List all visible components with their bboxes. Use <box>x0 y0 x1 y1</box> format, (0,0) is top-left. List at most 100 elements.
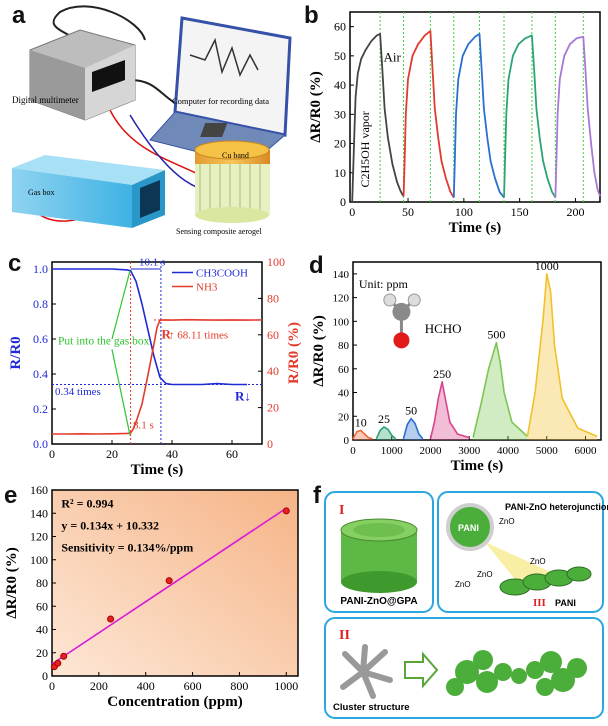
y2-axis-label: R/R0 (%) <box>286 322 302 384</box>
panel-a: a Digital multimeter <box>0 0 300 240</box>
y-tick-label: 60 <box>334 20 346 34</box>
unit-annotation: Unit: ppm <box>359 277 409 291</box>
y-axis-label: R/R0 <box>8 336 24 369</box>
x-tick-label: 100 <box>455 205 473 219</box>
x-tick-label: 0 <box>49 679 55 693</box>
cluster-label: Cluster structure <box>333 702 410 713</box>
y2-tick-label: 40 <box>267 364 279 378</box>
oxygen-atom <box>393 332 410 349</box>
y-tick-label: 0 <box>340 195 346 209</box>
panel-e: e 0 200 400 600 800 1000 0 20 40 60 80 100 120 140 160… <box>0 480 305 721</box>
data-point <box>54 659 62 667</box>
pani-sphere <box>446 503 494 551</box>
x-tick-label: 1000 <box>274 679 298 693</box>
coated-cluster <box>446 650 587 696</box>
y-axis-label: ΔR/R0 (%) <box>4 547 20 618</box>
y-tick-label: 140 <box>333 269 350 281</box>
panel-d: d 0 1000 2000 3000 4000 5000 6000 0 20 40 60 80 100 1… <box>305 250 608 485</box>
arrow-icon <box>404 651 439 689</box>
legend-label-ch3cooh: CH3COOH <box>196 268 248 280</box>
y-tick-label: 160 <box>30 483 48 497</box>
x-tick-label: 50 <box>402 205 414 219</box>
response-curve-4 <box>503 34 557 199</box>
put-arrow-up <box>111 270 131 340</box>
chart-b: 0 50 100 150 200 0 10 20 30 40 50 60 Time (s) ΔR/R0 (… <box>308 11 601 236</box>
y-tick-label: 20 <box>36 646 48 660</box>
hetero-chain <box>499 566 592 596</box>
peak-fill-250 <box>430 381 470 440</box>
y-tick-label: 60 <box>36 599 48 613</box>
hydrogen-atom <box>407 293 421 307</box>
gpa-cylinder <box>340 518 418 593</box>
time-annotation-nh3: 8.1 s <box>133 419 154 431</box>
zno-label-3: ZnO <box>530 557 546 566</box>
y-tick-label: 80 <box>36 576 48 590</box>
panel-f-letter: f <box>313 482 321 509</box>
setup-illustration: Digital multimeter Computer for recordin… <box>12 5 292 236</box>
air-annotation: Air <box>383 50 401 65</box>
panel-c: c 0 20 40 60 0.0 0.2 0.4 0.6 0.8 1.0 Time (s) R/R0 0… <box>0 250 305 485</box>
response-curve-2 <box>402 30 455 199</box>
y-tick-label: 0.6 <box>33 332 48 346</box>
x-tick-label: 400 <box>137 679 155 693</box>
y-tick-label: 0 <box>344 435 350 447</box>
x-axis-label: Time (s) <box>451 458 504 474</box>
roman-3: III <box>533 597 546 609</box>
y-axis-label: ΔR/R0 (%) <box>308 71 324 142</box>
y-tick-label: 60 <box>338 364 350 376</box>
panel-c-letter: c <box>8 250 22 277</box>
x-tick-label: 0 <box>49 447 55 461</box>
peak-label-250: 250 <box>433 367 451 381</box>
molecule-label: HCHO <box>425 321 462 336</box>
y2-tick-label: 100 <box>267 255 285 269</box>
y-tick-label: 40 <box>36 623 48 637</box>
fit-line <box>51 507 287 665</box>
y-tick-label: 0.4 <box>33 367 48 381</box>
data-point <box>107 615 115 623</box>
y-tick-label: 100 <box>333 316 350 328</box>
equation-annotation: y = 0.134x + 10.332 <box>61 519 159 533</box>
gas-box <box>12 155 165 228</box>
y2-tick-label: 80 <box>267 291 279 305</box>
x-tick-label: 3000 <box>458 445 481 457</box>
x-tick-label: 40 <box>166 447 178 461</box>
panel-a-letter: a <box>12 2 26 29</box>
panel-b-letter: b <box>304 2 319 29</box>
y-tick-label: 1.0 <box>33 262 48 276</box>
x-axis-label: Concentration (ppm) <box>107 694 242 710</box>
y-axis-label: ΔR/R0 (%) <box>311 315 327 386</box>
y-tick-label: 100 <box>30 553 48 567</box>
y-tick-label: 0.2 <box>33 402 48 416</box>
sensitivity-annotation: Sensitivity = 0.134%/ppm <box>61 541 193 555</box>
peak-curve-250 <box>429 381 470 439</box>
x-tick-label: 6000 <box>575 445 598 457</box>
y-tick-label: 10 <box>334 166 346 180</box>
ch3cooh-curve <box>52 268 247 386</box>
peak-curve-10 <box>352 429 373 440</box>
y2-tick-label: 60 <box>267 328 279 342</box>
y-tick-label: 40 <box>338 388 350 400</box>
y-tick-label: 20 <box>338 411 350 423</box>
y-tick-label: 20 <box>334 137 346 151</box>
gpa-label: PANI-ZnO@GPA <box>340 596 417 607</box>
chart-e: 0 200 400 600 800 1000 0 20 40 60 80 100 120 140 160 Co… <box>4 483 299 710</box>
x-tick-label: 600 <box>184 679 202 693</box>
carbon-atom <box>392 302 411 321</box>
x-tick-label: 0 <box>350 445 356 457</box>
gasbox-label: Gas box <box>28 188 54 197</box>
put-annotation: Put into the gas box <box>58 335 150 347</box>
aerogel-label: Sensing composite aerogel <box>176 227 263 236</box>
x-tick-label: 5000 <box>536 445 559 457</box>
peak-curve-25 <box>375 426 397 440</box>
y-tick-label: 0.8 <box>33 297 48 311</box>
y-tick-label: 50 <box>334 49 346 63</box>
hydrogen-atom <box>383 293 397 307</box>
pani-sphere-label: PANI <box>458 523 479 533</box>
peak-label-50: 50 <box>405 404 417 418</box>
y-tick-label: 120 <box>30 530 48 544</box>
x-tick-label: 150 <box>511 205 529 219</box>
r-label-ch3cooh: R↓ <box>235 388 251 403</box>
multimeter-device <box>29 29 136 121</box>
panel-f: f I PANI-ZnO@GPA PANI PANI-ZnO heterojun… <box>305 482 608 721</box>
ratio-annotation-nh3: ↑ 68.11 times <box>169 329 228 341</box>
